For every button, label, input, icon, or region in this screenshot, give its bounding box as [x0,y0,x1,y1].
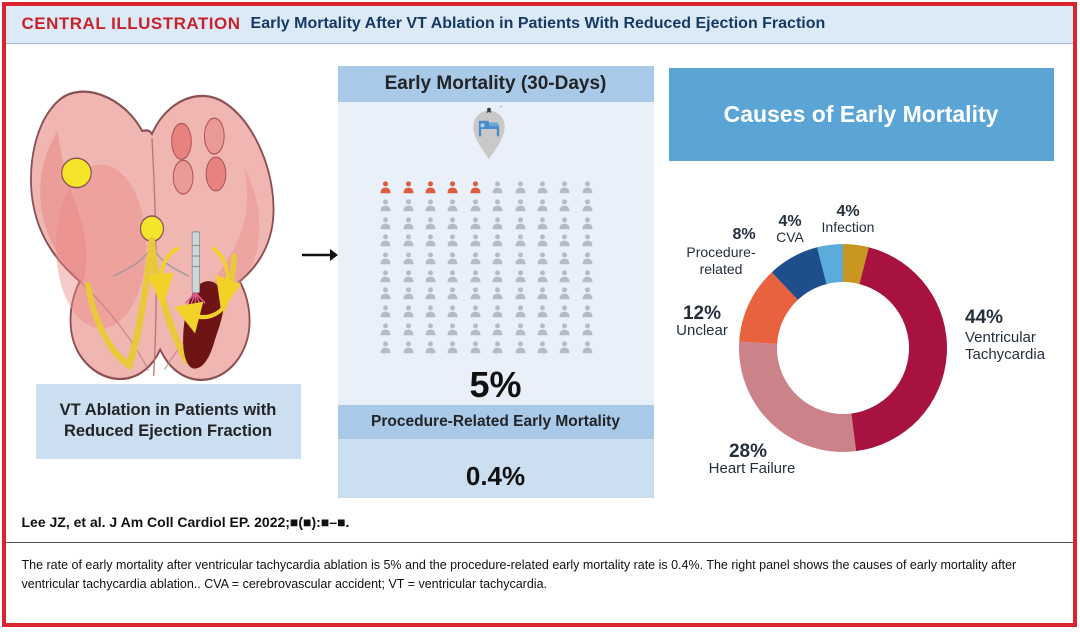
svg-text:8%: 8% [732,226,755,243]
svg-text:12%: 12% [682,303,720,324]
svg-text:44%: 44% [965,307,1003,328]
svg-text:CVA: CVA [776,229,804,245]
svg-text:28%: 28% [728,441,766,462]
svg-text:related: related [699,261,742,277]
svg-text:Infection: Infection [821,219,874,235]
svg-text:Procedure-: Procedure- [686,244,756,260]
svg-text:4%: 4% [778,213,801,230]
svg-text:Tachycardia: Tachycardia [965,346,1046,363]
svg-text:Ventricular: Ventricular [965,329,1036,346]
svg-text:Unclear: Unclear [676,322,728,339]
svg-text:4%: 4% [836,203,859,220]
svg-text:Heart Failure: Heart Failure [708,460,795,477]
